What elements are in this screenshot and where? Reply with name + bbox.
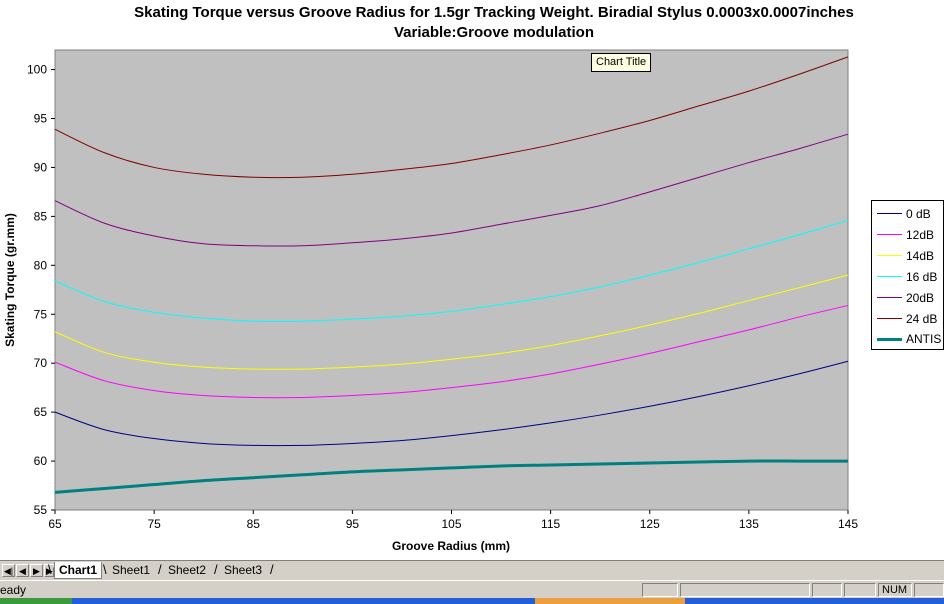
series-line-24db[interactable]: [54, 56, 849, 179]
y-axis-title: Skating Torque (gr.mm): [3, 213, 17, 347]
taskbar: [0, 598, 944, 604]
y-tick-label: 65: [34, 405, 48, 419]
x-axis-title: Groove Radius (mm): [392, 539, 510, 553]
legend-swatch: [877, 213, 902, 214]
status-cell: [642, 583, 678, 597]
legend-swatch: [877, 233, 902, 235]
y-tick-label: 90: [34, 160, 48, 174]
x-tick-label: 85: [247, 517, 261, 531]
x-tick-label: 95: [346, 517, 360, 531]
prev-sheet-button[interactable]: ◀: [16, 564, 29, 577]
legend-item[interactable]: 16 dB: [872, 267, 944, 287]
legend-label: 20dB: [906, 290, 935, 305]
legend-label: 0 dB: [906, 207, 931, 221]
legend-item[interactable]: ANTIS: [872, 329, 944, 349]
series-line-0db[interactable]: [54, 360, 849, 447]
x-tick-label: 75: [147, 517, 161, 531]
y-tick-label: 100: [27, 63, 47, 77]
tab-sheet2[interactable]: Sheet2: [168, 563, 207, 577]
status-bar: eady NUM: [0, 580, 944, 598]
series-line-12db[interactable]: [54, 304, 849, 399]
y-tick-label: 70: [34, 356, 48, 370]
chart-subtitle: Variable:Groove modulation: [394, 24, 594, 41]
sheet-tab-bar: ◀| ◀ ▶ ▶| \ Chart1 \ Sheet1 / Sheet2 / S…: [0, 560, 944, 580]
legend-item[interactable]: 20dB: [872, 288, 944, 308]
legend-swatch: [877, 338, 902, 342]
tab-chart1[interactable]: Chart1: [54, 562, 103, 579]
y-tick-label: 85: [34, 209, 48, 223]
x-axis: 65 75 85 95 105 115 125 135 145: [48, 510, 858, 531]
series-line-14db[interactable]: [54, 274, 849, 370]
y-tick-label: 55: [34, 503, 48, 517]
legend-label: 16 dB: [906, 269, 938, 284]
x-tick-label: 65: [48, 517, 62, 531]
x-tick-label: 105: [441, 517, 461, 531]
first-sheet-button[interactable]: ◀|: [2, 564, 15, 577]
chart-title: Skating Torque versus Groove Radius for …: [134, 4, 854, 21]
legend-label: 24 dB: [906, 311, 938, 326]
status-cell: [680, 583, 810, 597]
legend-item[interactable]: 24 dB: [872, 309, 944, 329]
chart-svg: Skating Torque versus Groove Radius for …: [3, 4, 858, 553]
legend-swatch: [877, 317, 902, 319]
legend-item[interactable]: 14dB: [872, 246, 944, 266]
legend-item[interactable]: 0 dB: [872, 204, 944, 224]
plot-area[interactable]: [54, 49, 849, 511]
x-tick-label: 125: [640, 517, 660, 531]
start-button[interactable]: [0, 598, 72, 604]
x-tick-label: 135: [739, 517, 759, 531]
num-lock-indicator: NUM: [878, 583, 912, 597]
next-sheet-button[interactable]: ▶: [30, 564, 43, 577]
legend-label: 12dB: [906, 227, 935, 242]
legend-item[interactable]: 12dB: [872, 225, 944, 245]
legend-swatch: [877, 296, 902, 298]
series-line-16db[interactable]: [54, 219, 849, 322]
legend-swatch: [877, 275, 902, 277]
y-tick-label: 75: [34, 307, 48, 321]
x-tick-label: 115: [541, 517, 560, 531]
tab-sheet3[interactable]: Sheet3: [224, 563, 263, 577]
legend-swatch: [877, 254, 902, 256]
legend[interactable]: 0 dB 12dB 14dB 16 dB 20dB 24 dB ANTIS: [871, 200, 944, 350]
status-text: eady: [0, 583, 27, 597]
taskbar-item[interactable]: [535, 598, 685, 604]
y-axis: 55 60 65 70 75 80 85 90 95 100: [27, 63, 55, 517]
series-line-antis[interactable]: [54, 459, 848, 494]
y-tick-label: 95: [34, 112, 48, 126]
status-cell: [914, 583, 944, 597]
legend-label: 14dB: [906, 248, 935, 263]
series-line-20db[interactable]: [54, 133, 849, 247]
x-tick-label: 145: [838, 517, 858, 531]
y-tick-label: 60: [34, 454, 48, 468]
chart-title-tooltip: Chart Title: [591, 53, 652, 72]
status-cell: [844, 583, 876, 597]
y-tick-label: 80: [34, 258, 48, 272]
tab-sheet1[interactable]: Sheet1: [112, 563, 151, 577]
legend-label: ANTIS: [906, 332, 942, 347]
chart-area[interactable]: Skating Torque versus Groove Radius for …: [0, 0, 944, 560]
series-group: [54, 56, 849, 494]
status-cell: [812, 583, 842, 597]
